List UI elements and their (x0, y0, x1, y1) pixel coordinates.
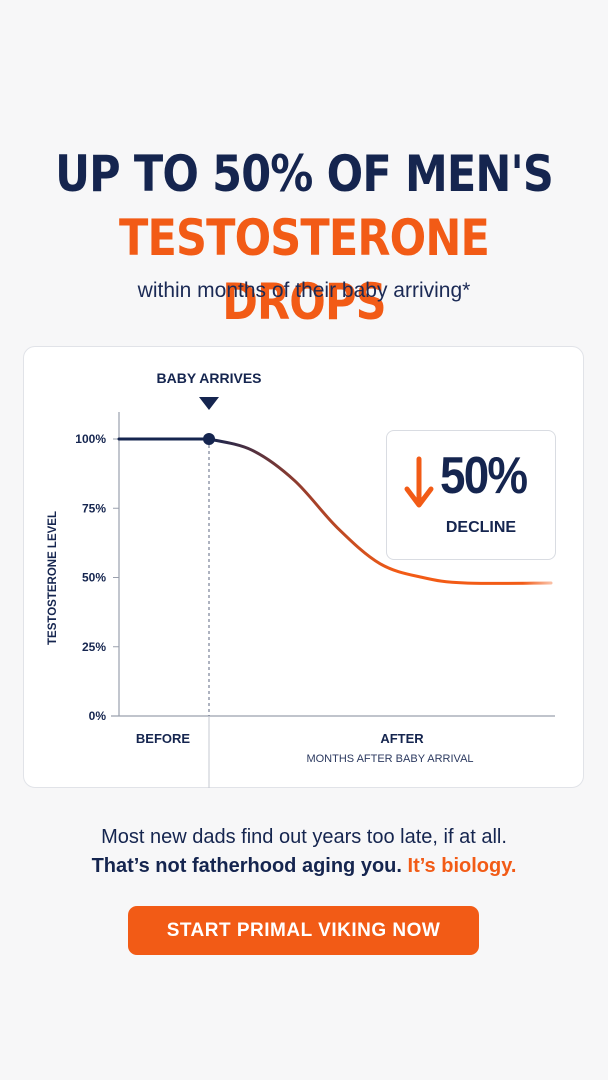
y-tick-labels: 100% 75% 50% 25% 0% (75, 432, 119, 723)
event-marker-label: BABY ARRIVES (156, 370, 261, 386)
decline-value: 50% (440, 447, 528, 505)
chart-card (23, 346, 584, 788)
series-line-after (207, 437, 553, 585)
body-line-2-accent: It’s biology. (407, 855, 517, 877)
y-tick-label: 50% (82, 571, 106, 585)
down-arrow-icon (404, 456, 434, 508)
region-label-after: AFTER (380, 731, 424, 746)
chart-axes (111, 412, 555, 788)
y-tick-label: 100% (75, 432, 106, 446)
chart: 100% 75% 50% 25% 0% BABY ARRIVES TESTOSTERONE… (47, 370, 555, 788)
headline-line-2: TESTOSTERONE DROPS (119, 209, 490, 331)
start-primal-viking-button[interactable]: START PRIMAL VIKING NOW (128, 906, 479, 955)
decline-label: DECLINE (445, 519, 517, 536)
region-label-before: BEFORE (136, 731, 191, 746)
subtitle: within months of their baby arriving* (137, 279, 471, 302)
x-axis-title: MONTHS AFTER BABY ARRIVAL (306, 753, 473, 765)
chart-labels: BABY ARRIVES TESTOSTERONE LEVEL BEFORE AFTE… (47, 370, 474, 765)
body-line-2-main: That’s not fatherhood aging you. (91, 855, 402, 877)
y-tick-label: 0% (89, 709, 107, 723)
baby-arrives-point (203, 433, 215, 445)
body-line-1: Most new dads find out years too late, i… (101, 826, 507, 848)
y-tick-label: 75% (82, 501, 106, 515)
triangle-down-icon (199, 397, 219, 410)
y-axis-title: TESTOSTERONE LEVEL (47, 511, 59, 645)
headline-line-1: UP TO 50% OF MEN'S (55, 145, 554, 203)
body-line-2: That’s not fatherhood aging you. It’s bi… (0, 855, 608, 878)
series-layer (117, 433, 553, 585)
y-tick-label: 25% (82, 640, 106, 654)
